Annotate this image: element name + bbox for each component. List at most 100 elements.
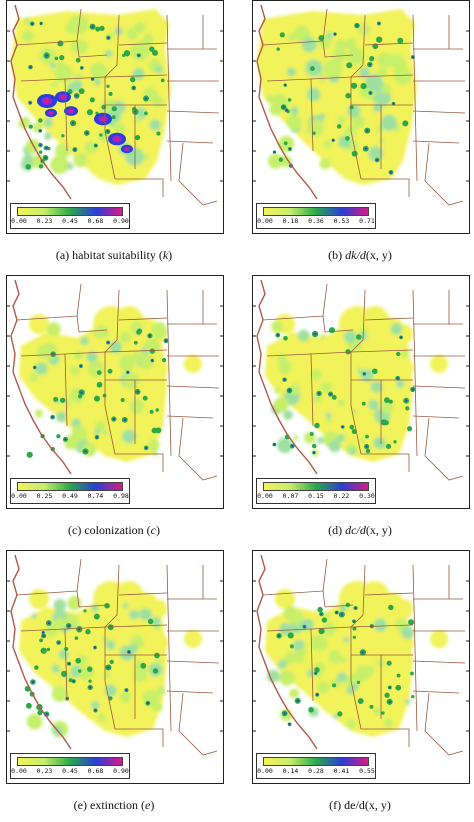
caption-symbol: c	[150, 523, 156, 537]
caption-prefix: (a) habitat suitability (	[55, 248, 163, 262]
colorbar-ticks: 0.00 0.18 0.36 0.53 0.71	[257, 217, 375, 227]
colorbar-tick-label: 0.71	[359, 217, 375, 225]
caption-prefix: (e) extinction (	[73, 798, 145, 812]
caption-suffix: (x, y)	[365, 523, 392, 537]
colorbar-tick-label: 0.15	[308, 492, 324, 500]
colorbar-ticks: 0.00 0.23 0.45 0.68 0.90	[11, 217, 129, 227]
caption-symbol: dc/d	[345, 523, 366, 537]
colorbar-tick-label: 0.98	[113, 492, 129, 500]
colorbar-tick-label: 0.14	[282, 767, 299, 775]
coastline	[256, 554, 318, 750]
frame-ticks	[253, 30, 469, 182]
hotspots	[26, 328, 169, 458]
coastline	[256, 4, 318, 200]
colorbar-tick-label: 0.41	[333, 767, 350, 775]
caption-a: (a) habitat suitability (k)	[6, 248, 222, 263]
caption-suffix: (x, y)	[364, 798, 391, 812]
map-c	[7, 279, 223, 481]
frame-ticks	[253, 305, 469, 457]
colorbar-gradient	[17, 207, 123, 216]
colorbar-tick-label: 0.30	[359, 492, 375, 500]
colorbar-tick-label: 0.25	[36, 492, 53, 500]
colorbar-tick-label: 0.90	[113, 767, 129, 775]
frame-ticks	[253, 580, 469, 732]
caption-e: (e) extinction (e)	[6, 798, 222, 813]
colorbar-b: 0.00 0.18 0.36 0.53 0.71	[256, 203, 376, 229]
frame-ticks	[7, 580, 223, 732]
colorbar-tick-label: 0.90	[113, 217, 129, 225]
colorbar-tick-label: 0.49	[62, 492, 78, 500]
caption-d: (d) dc/d(x, y)	[252, 523, 468, 538]
panel-a: 0.00 0.23 0.45 0.68 0.90 (a) habitat suitabil…	[6, 0, 224, 272]
colorbar-tick-label: 0.28	[308, 767, 324, 775]
hotspots	[272, 327, 416, 455]
frame-ticks	[7, 30, 223, 182]
colorbar-gradient	[17, 757, 123, 766]
colorbar-c: 0.00 0.25 0.49 0.74 0.98	[10, 478, 130, 504]
caption-f: (f) de/d(x, y)	[252, 798, 468, 813]
hotspots	[24, 602, 160, 717]
colorbar-f: 0.00 0.14 0.28 0.41 0.55	[256, 753, 376, 779]
colorbar-tick-label: 0.23	[36, 217, 53, 225]
map-e	[7, 554, 223, 756]
colorbar-tick-label: 0.00	[11, 492, 27, 500]
colorbar-gradient	[263, 482, 369, 491]
panel-e: 0.00 0.23 0.45 0.68 0.90 (e) extinction (e)	[6, 550, 224, 822]
colorbar-tick-label: 0.53	[333, 217, 350, 225]
map-frame-a: 0.00 0.23 0.45 0.68 0.90	[6, 0, 224, 234]
colorbar-tick-label: 0.55	[359, 767, 375, 775]
panel-b: 0.00 0.18 0.36 0.53 0.71 (b) dk/d(x, y)	[252, 0, 470, 272]
coastline	[10, 4, 72, 200]
colorbar-tick-label: 0.68	[87, 217, 104, 225]
panel-c: 0.00 0.25 0.49 0.74 0.98 (c) colonization (c)	[6, 275, 224, 547]
caption-suffix: )	[150, 798, 155, 812]
colorbar-tick-label: 0.00	[257, 492, 273, 500]
colorbar-gradient	[17, 482, 123, 491]
map-frame-b: 0.00 0.18 0.36 0.53 0.71	[252, 0, 470, 234]
caption-b: (b) dk/d(x, y)	[252, 248, 468, 263]
colorbar-tick-label: 0.00	[11, 767, 27, 775]
caption-prefix: (b)	[328, 248, 346, 262]
map-frame-d: 0.00 0.07 0.15 0.22 0.30	[252, 275, 470, 509]
colorbar-a: 0.00 0.23 0.45 0.68 0.90	[10, 203, 130, 229]
map-frame-e: 0.00 0.23 0.45 0.68 0.90	[6, 550, 224, 784]
colorbar-tick-label: 0.18	[282, 217, 299, 225]
caption-suffix: )	[155, 523, 160, 537]
frame-ticks	[7, 305, 223, 457]
map-frame-f: 0.00 0.14 0.28 0.41 0.55	[252, 550, 470, 784]
hotspots	[276, 602, 415, 727]
caption-c: (c) colonization (c)	[6, 523, 222, 538]
colorbar-tick-label: 0.00	[257, 767, 273, 775]
suitability-field	[11, 9, 171, 185]
state-borders	[262, 558, 466, 756]
state-borders	[262, 8, 466, 206]
colorbar-ticks: 0.00 0.25 0.49 0.74 0.98	[11, 492, 129, 502]
hotspots	[272, 21, 415, 175]
state-borders	[262, 283, 466, 481]
colorbar-tick-label: 0.23	[36, 767, 53, 775]
map-d	[253, 279, 469, 481]
colorbar-tick-label: 0.45	[62, 767, 78, 775]
map-f	[253, 554, 469, 756]
colorbar-e: 0.00 0.23 0.45 0.68 0.90	[10, 753, 130, 779]
suitability-field	[19, 306, 202, 462]
caption-symbol: k	[162, 248, 169, 262]
caption-prefix: (c) colonization (	[68, 523, 151, 537]
caption-symbol: dk/d	[345, 248, 366, 262]
state-borders	[16, 558, 220, 756]
state-borders	[16, 283, 220, 481]
colorbar-tick-label: 0.45	[62, 217, 78, 225]
caption-prefix: (d)	[328, 523, 346, 537]
panel-d: 0.00 0.07 0.15 0.22 0.30 (d) dc/d(x, y)	[252, 275, 470, 547]
caption-suffix: (x, y)	[365, 248, 392, 262]
state-borders	[16, 8, 220, 206]
map-b	[253, 4, 469, 206]
suitability-field	[265, 581, 448, 737]
map-frame-c: 0.00 0.25 0.49 0.74 0.98	[6, 275, 224, 509]
panel-f: 0.00 0.14 0.28 0.41 0.55 (f) de/d(x, y)	[252, 550, 470, 822]
colorbar-tick-label: 0.07	[282, 492, 299, 500]
colorbar-tick-label: 0.68	[87, 767, 104, 775]
map-a	[7, 4, 223, 206]
suitability-field	[265, 306, 448, 462]
caption-symbol: e	[144, 798, 151, 812]
